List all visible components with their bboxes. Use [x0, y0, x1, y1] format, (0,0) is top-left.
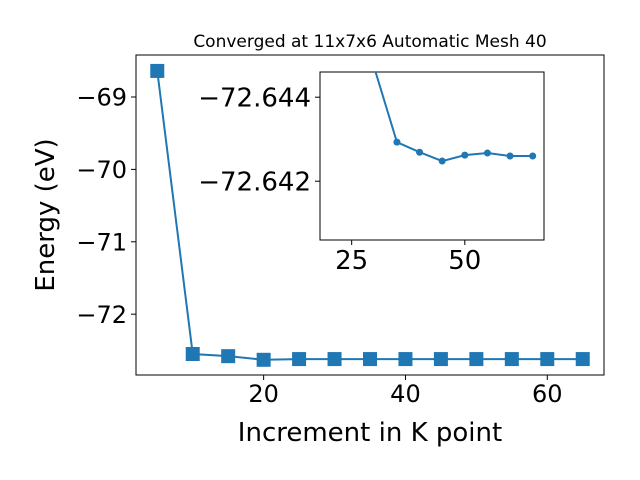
y-tick-label: −72.644 [198, 84, 311, 114]
series [150, 63, 590, 367]
marker [504, 352, 519, 367]
x-tick-label: 40 [390, 380, 421, 408]
series [374, 72, 537, 165]
chart-title: Converged at 11x7x6 Automatic Mesh 40 [193, 32, 546, 52]
x-axis-label: Increment in K point [238, 418, 502, 448]
marker [469, 352, 484, 367]
marker [292, 352, 307, 367]
marker [438, 157, 446, 165]
x-tick-label: 60 [532, 380, 563, 408]
x-tick-label: 25 [335, 246, 368, 276]
marker [575, 352, 590, 367]
y-tick-label: −72.642 [198, 168, 311, 198]
y-tick-label: −70 [76, 156, 127, 184]
marker [398, 352, 413, 367]
marker [150, 63, 165, 78]
marker [327, 352, 342, 367]
marker [433, 352, 448, 367]
marker [461, 151, 469, 159]
y-tick-label: −72 [76, 301, 127, 329]
marker [185, 347, 200, 362]
marker [221, 349, 236, 364]
marker [506, 152, 514, 160]
marker [416, 148, 424, 156]
marker [256, 352, 271, 367]
marker [540, 352, 555, 367]
x-tick-label: 50 [448, 246, 481, 276]
y-tick-label: −69 [76, 84, 127, 112]
x-tick-label: 20 [248, 380, 279, 408]
y-tick-label: −71 [76, 228, 127, 256]
y-axis-label: Energy (eV) [31, 138, 61, 291]
marker [529, 152, 537, 160]
marker [393, 138, 401, 146]
line [374, 72, 533, 163]
marker [483, 149, 491, 157]
marker [363, 352, 377, 367]
